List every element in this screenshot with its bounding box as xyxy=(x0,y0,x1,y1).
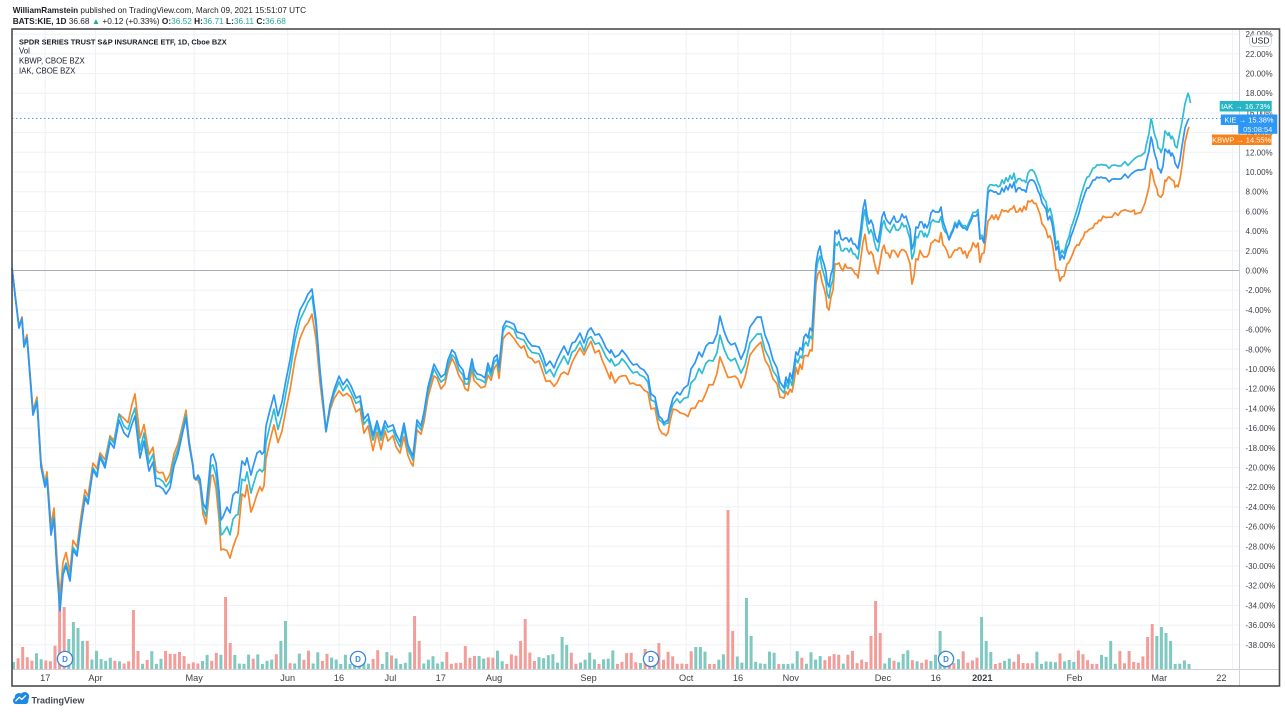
svg-text:D: D xyxy=(355,655,361,664)
svg-text:-20.00%: -20.00% xyxy=(1246,464,1276,473)
svg-text:Nov: Nov xyxy=(783,673,800,683)
svg-text:TradingView: TradingView xyxy=(32,696,86,706)
svg-text:SPDR SERIES TRUST S&P INSURANC: SPDR SERIES TRUST S&P INSURANCE ETF, 1D,… xyxy=(19,38,227,47)
svg-text:IAK → 16.73%: IAK → 16.73% xyxy=(1221,102,1271,111)
svg-text:-2.00%: -2.00% xyxy=(1246,286,1271,295)
svg-text:4.00%: 4.00% xyxy=(1246,227,1269,236)
svg-text:6.00%: 6.00% xyxy=(1246,207,1269,216)
svg-text:WilliamRamstein published on T: WilliamRamstein published on TradingView… xyxy=(13,6,306,15)
svg-text:-18.00%: -18.00% xyxy=(1246,444,1276,453)
svg-text:2021: 2021 xyxy=(972,673,992,683)
svg-text:12.00%: 12.00% xyxy=(1246,148,1273,157)
svg-text:Apr: Apr xyxy=(88,673,102,683)
svg-text:10.00%: 10.00% xyxy=(1246,168,1273,177)
svg-text:-38.00%: -38.00% xyxy=(1246,641,1276,650)
svg-text:2.00%: 2.00% xyxy=(1246,247,1269,256)
svg-text:-34.00%: -34.00% xyxy=(1246,601,1276,610)
svg-text:18.00%: 18.00% xyxy=(1246,89,1273,98)
svg-text:-32.00%: -32.00% xyxy=(1246,582,1276,591)
svg-text:0.00%: 0.00% xyxy=(1246,267,1269,276)
svg-text:20.00%: 20.00% xyxy=(1246,70,1273,79)
svg-text:8.00%: 8.00% xyxy=(1246,188,1269,197)
svg-text:D: D xyxy=(943,655,949,664)
svg-text:D: D xyxy=(648,655,654,664)
svg-text:-6.00%: -6.00% xyxy=(1246,326,1271,335)
svg-text:BATS:KIE, 1D 36.68 ▲ +0.12 (+: BATS:KIE, 1D 36.68 ▲ +0.12 (+0.33%) O:36… xyxy=(13,16,287,26)
svg-text:USD: USD xyxy=(1252,36,1270,46)
svg-text:IAK, CBOE BZX: IAK, CBOE BZX xyxy=(19,67,76,76)
svg-text:KIE → 15.38%: KIE → 15.38% xyxy=(1224,115,1274,124)
svg-text:Sep: Sep xyxy=(580,673,596,683)
svg-text:22.00%: 22.00% xyxy=(1246,50,1273,59)
svg-text:Aug: Aug xyxy=(486,673,502,683)
svg-text:16.00%: 16.00% xyxy=(1246,109,1273,118)
svg-text:Mar: Mar xyxy=(1151,673,1167,683)
svg-text:17: 17 xyxy=(436,673,446,683)
svg-text:Dec: Dec xyxy=(875,673,892,683)
svg-text:-36.00%: -36.00% xyxy=(1246,621,1276,630)
svg-text:-16.00%: -16.00% xyxy=(1246,424,1276,433)
svg-text:17: 17 xyxy=(40,673,50,683)
svg-text:22: 22 xyxy=(1216,673,1226,683)
svg-text:Vol: Vol xyxy=(19,47,30,56)
svg-text:05:08:54: 05:08:54 xyxy=(1243,125,1272,134)
svg-text:Jul: Jul xyxy=(385,673,397,683)
svg-text:16: 16 xyxy=(931,673,941,683)
svg-text:KBWP → 14.55%: KBWP → 14.55% xyxy=(1212,135,1271,144)
svg-text:Oct: Oct xyxy=(679,673,694,683)
svg-text:16: 16 xyxy=(334,673,344,683)
svg-text:May: May xyxy=(186,673,204,683)
svg-text:-26.00%: -26.00% xyxy=(1246,523,1276,532)
svg-text:KBWP, CBOE BZX: KBWP, CBOE BZX xyxy=(19,57,86,66)
svg-text:-30.00%: -30.00% xyxy=(1246,562,1276,571)
svg-text:-10.00%: -10.00% xyxy=(1246,365,1276,374)
svg-text:D: D xyxy=(62,655,68,664)
svg-text:-22.00%: -22.00% xyxy=(1246,483,1276,492)
svg-text:Feb: Feb xyxy=(1066,673,1082,683)
svg-text:-14.00%: -14.00% xyxy=(1246,404,1276,413)
svg-text:-8.00%: -8.00% xyxy=(1246,345,1271,354)
svg-text:-28.00%: -28.00% xyxy=(1246,542,1276,551)
svg-text:-24.00%: -24.00% xyxy=(1246,503,1276,512)
svg-text:-12.00%: -12.00% xyxy=(1246,385,1276,394)
svg-text:-4.00%: -4.00% xyxy=(1246,306,1271,315)
svg-text:Jun: Jun xyxy=(280,673,295,683)
svg-text:16: 16 xyxy=(733,673,743,683)
